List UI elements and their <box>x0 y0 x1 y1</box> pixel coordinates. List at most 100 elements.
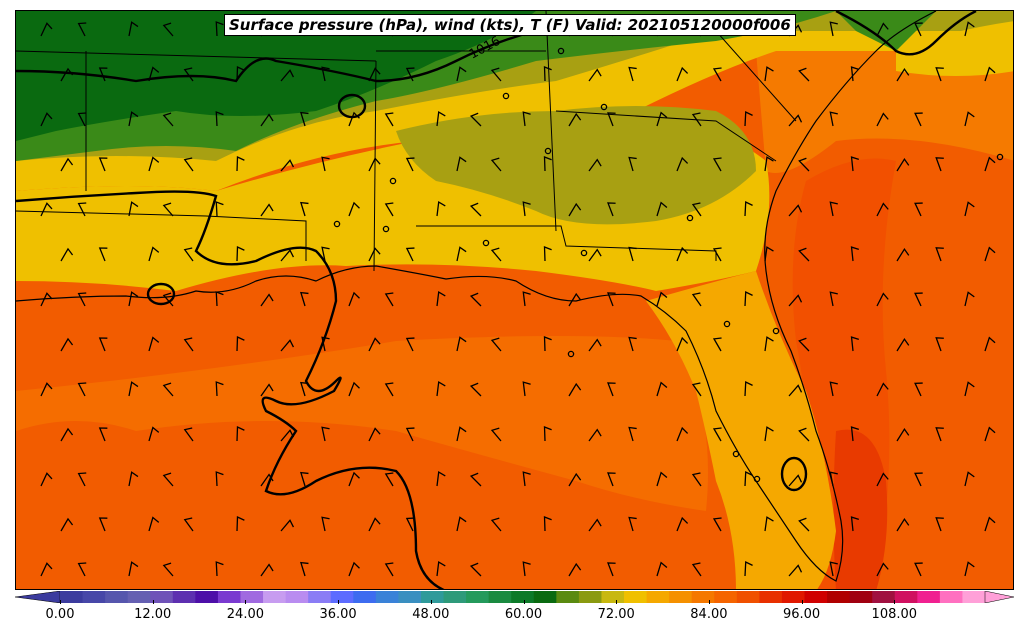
wind-barb <box>490 427 502 442</box>
wind-barb <box>628 336 637 352</box>
wind-barb <box>935 67 944 82</box>
colorbar-tick-mark <box>338 600 340 604</box>
wind-barb <box>98 247 108 262</box>
wind-barb <box>77 112 87 127</box>
isobars <box>16 11 977 589</box>
weather-map: 1016 <box>15 10 1014 590</box>
wind-barb <box>914 382 923 397</box>
wind-barb <box>691 562 702 577</box>
wind-barb <box>676 426 689 442</box>
wind-barb <box>984 516 996 532</box>
wind-barb <box>588 158 602 172</box>
wind-barb <box>607 292 616 307</box>
wind-barb <box>656 381 668 397</box>
wind-barb <box>128 381 139 397</box>
colorbar-swatch <box>736 591 760 603</box>
wind-barb <box>798 427 810 442</box>
wind-barb <box>436 111 446 127</box>
wind-barb <box>368 427 381 442</box>
wind-barb <box>368 247 381 262</box>
wind-barb <box>568 472 582 487</box>
wind-barb <box>543 426 552 442</box>
calm-wind-circle <box>482 239 490 247</box>
wind-barb <box>935 337 944 352</box>
map-title: Surface pressure (hPa), wind (kts), T (F… <box>224 14 796 36</box>
wind-barb <box>215 381 224 397</box>
wind-barb <box>896 157 910 172</box>
wind-barb <box>744 291 753 307</box>
wind-barb <box>77 562 87 577</box>
wind-barb <box>691 112 702 127</box>
wind-barb <box>522 381 531 397</box>
wind-barb <box>850 516 860 532</box>
colorbar-tick-label: 60.00 <box>504 607 543 622</box>
wind-barb <box>964 291 975 307</box>
wind-barb <box>60 337 74 352</box>
calm-wind-circle <box>723 320 731 328</box>
wind-barb <box>405 157 415 172</box>
wind-barb <box>914 112 923 127</box>
wind-barb <box>183 247 194 262</box>
wind-barb <box>348 201 360 217</box>
wind-barb <box>628 66 637 82</box>
wind-barb <box>744 471 753 487</box>
wind-barb <box>60 517 74 532</box>
wind-barb <box>788 114 803 127</box>
wind-barb <box>260 383 274 397</box>
wind-barb <box>260 293 274 307</box>
wind-barb <box>299 471 309 487</box>
wind-barb <box>829 201 838 217</box>
colorbar-swatch <box>127 591 151 603</box>
wind-barb <box>469 202 482 217</box>
wind-barb <box>712 427 722 442</box>
wind-barb <box>788 294 803 307</box>
colorbar <box>14 588 1015 604</box>
wind-barb <box>215 21 224 37</box>
wind-barb <box>588 338 602 352</box>
calm-wind-circle <box>753 475 761 483</box>
calm-wind-circle <box>567 350 575 358</box>
wind-barb <box>183 337 194 352</box>
wind-barb <box>368 337 381 352</box>
wind-barb <box>935 247 944 262</box>
wind-barb <box>148 66 160 82</box>
wind-barb <box>280 249 295 262</box>
wind-barb <box>40 382 53 397</box>
wind-barb <box>744 561 753 577</box>
colorbar-tick-mark <box>60 600 61 604</box>
field-gulf-orange <box>16 336 708 511</box>
wind-barb <box>162 22 174 37</box>
wind-barb <box>60 67 74 82</box>
wind-barb <box>914 292 923 307</box>
calm-wind-circle <box>772 327 780 335</box>
wind-barb <box>128 561 139 577</box>
colorbar-tick-mark <box>245 600 247 604</box>
colorbar-tick-mark <box>708 600 710 604</box>
wind-barb <box>850 66 860 82</box>
field-green-ne <box>836 11 936 51</box>
colorbar-swatch <box>533 591 557 603</box>
colorbar-swatch <box>308 591 332 603</box>
wind-barb <box>215 471 224 487</box>
wind-barb <box>788 204 803 217</box>
wind-barb <box>744 381 753 397</box>
coastline <box>16 11 937 582</box>
wind-barb <box>405 517 415 532</box>
wind-barb <box>128 471 139 487</box>
wind-barb <box>321 516 330 532</box>
wind-barb <box>850 246 860 262</box>
wind-barb <box>490 517 502 532</box>
wind-barb <box>676 516 689 532</box>
wind-barb <box>964 21 975 37</box>
colorbar-tick-mark <box>430 600 432 604</box>
wind-barb <box>348 471 360 487</box>
wind-barb <box>588 518 602 532</box>
wind-barb <box>876 22 889 37</box>
wind-barb <box>280 429 295 442</box>
wind-barb <box>469 562 482 577</box>
wind-barbs <box>40 21 996 577</box>
colorbar-swatch <box>263 591 287 603</box>
wind-barb <box>788 474 803 487</box>
field-olive-south <box>396 106 756 225</box>
wind-barb <box>384 292 394 307</box>
